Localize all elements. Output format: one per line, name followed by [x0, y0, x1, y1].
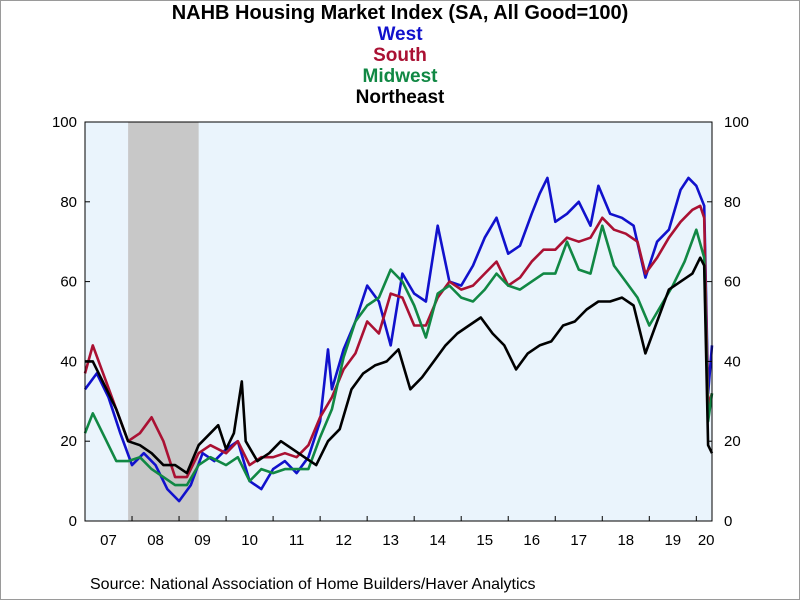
- series-line-northeast: [85, 256, 714, 475]
- y-tick-label-right: 100: [724, 114, 749, 131]
- y-tick-label-left: 80: [60, 194, 77, 211]
- series-line-south: [83, 204, 714, 479]
- y-tick-label-left: 100: [52, 114, 77, 131]
- y-tick-label-right: 20: [724, 433, 741, 450]
- y-tick-label-left: 0: [69, 513, 77, 530]
- x-tick-label: 14: [429, 532, 446, 549]
- y-tick-label-left: 60: [60, 274, 77, 291]
- axes: 0 0 20 20 40 40 60 60 80 80 100 100 07 08 09 10 11 12 13 14…: [52, 114, 749, 549]
- legend-west: West: [377, 24, 423, 45]
- chart-title: NAHB Housing Market Index (SA, All Good=…: [171, 2, 629, 24]
- x-tick-label: 15: [476, 532, 493, 549]
- x-tick-label: 09: [194, 532, 211, 549]
- legend-midwest: Midwest: [362, 66, 438, 87]
- x-tick-label: 16: [523, 532, 540, 549]
- plot-border: [84, 121, 713, 522]
- y-tick-label-left: 40: [60, 353, 77, 370]
- x-tick-label: 12: [335, 532, 352, 549]
- x-tick-label: 13: [382, 532, 399, 549]
- y-tick-label-right: 40: [724, 353, 741, 370]
- x-tick-label: 07: [100, 532, 117, 549]
- y-tick-label-right: 80: [724, 194, 741, 211]
- source-note: Source: National Association of Home Bui…: [90, 576, 536, 593]
- legend-northeast: Northeast: [355, 87, 445, 108]
- x-tick-label: 18: [617, 532, 634, 549]
- x-tick-label: 08: [147, 532, 164, 549]
- legend-south: South: [373, 45, 427, 66]
- recession-shading: [128, 122, 199, 521]
- y-tick-label-right: 0: [724, 513, 732, 530]
- x-tick-label: 20: [698, 532, 715, 549]
- x-tick-label: 17: [570, 532, 587, 549]
- series-line-midwest: [83, 224, 714, 487]
- x-tick-label: 11: [289, 532, 305, 549]
- y-tick-label-left: 20: [60, 433, 77, 450]
- chart-header: NAHB Housing Market Index (SA, All Good=…: [0, 2, 800, 108]
- y-tick-label-right: 60: [724, 274, 741, 291]
- x-tick-label: 10: [241, 532, 258, 549]
- x-tick-label: 19: [664, 532, 681, 549]
- series-lines: [83, 176, 714, 503]
